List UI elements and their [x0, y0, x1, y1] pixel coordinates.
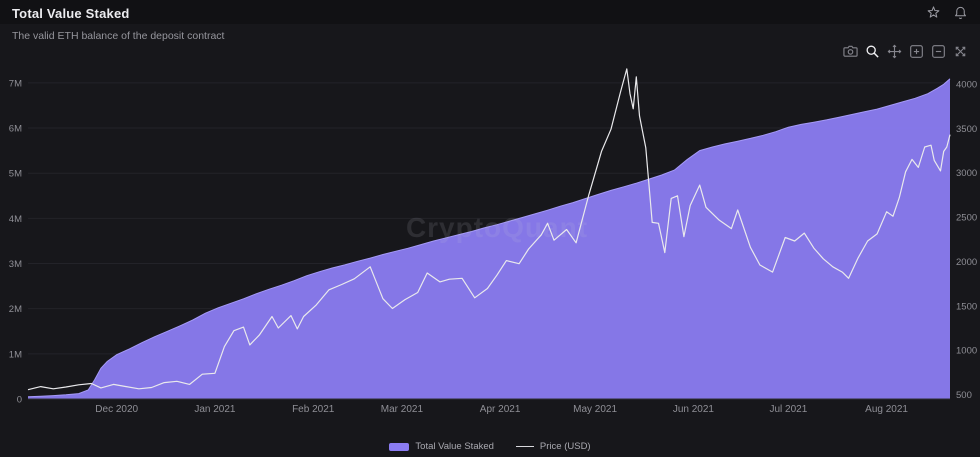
y-left-tick-label: 7M [9, 78, 22, 89]
zoom-out-icon[interactable] [931, 44, 946, 59]
x-tick-label: Apr 2021 [480, 404, 521, 415]
y-left-tick-label: 4M [9, 214, 22, 225]
bell-icon[interactable] [953, 5, 968, 20]
area-edge-line [27, 78, 951, 398]
y-right-tick-label: 1000 [956, 346, 977, 357]
legend-label-price-usd: Price (USD) [539, 441, 591, 452]
y-right-tick-label: 3500 [956, 124, 977, 135]
legend-label-total-value-staked: Total Value Staked [415, 441, 494, 452]
autoscale-icon[interactable] [953, 44, 968, 59]
page-subtitle: The valid ETH balance of the deposit con… [12, 30, 225, 42]
star-icon[interactable] [926, 5, 941, 20]
y-left-tick-label: 6M [9, 124, 22, 135]
header-bar [0, 0, 980, 24]
x-tick-label: Jan 2021 [194, 404, 236, 415]
x-tick-label: Jul 2021 [769, 404, 807, 415]
x-tick-label: Dec 2020 [95, 404, 138, 415]
chart-legend: Total Value Staked Price (USD) [0, 441, 980, 452]
zoom-in-icon[interactable] [909, 44, 924, 59]
y-left-tick-label: 2M [9, 304, 22, 315]
y-right-tick-label: 2500 [956, 213, 977, 224]
area-total-value-staked [28, 78, 950, 400]
pan-icon[interactable] [887, 44, 902, 59]
y-right-tick-label: 3000 [956, 168, 977, 179]
area-series-layer [27, 78, 951, 400]
y-right-tick-label: 2000 [956, 257, 977, 268]
header-actions [926, 5, 968, 20]
zoom-icon[interactable] [865, 44, 880, 59]
y-left-tick-label: 1M [9, 349, 22, 360]
y-left-tick-label: 3M [9, 259, 22, 270]
x-tick-label: Aug 2021 [865, 404, 908, 415]
x-tick-label: Jun 2021 [673, 404, 715, 415]
y-left-tick-label: 5M [9, 169, 22, 180]
axes-layer: 0 1M 2M 3M 4M 5M 6M 7M 500 1000 1500 2000 2500 3000 35… [9, 78, 977, 415]
legend-item-total-value-staked[interactable]: Total Value Staked [389, 441, 494, 452]
watermark-text: CryptoQuant [406, 212, 588, 243]
camera-icon[interactable] [843, 44, 858, 59]
area-swatch-icon [389, 442, 410, 451]
x-tick-label: Mar 2021 [381, 404, 424, 415]
chart-toolbar [843, 44, 968, 59]
x-tick-label: Feb 2021 [292, 404, 335, 415]
legend-item-price-usd[interactable]: Price (USD) [515, 441, 591, 452]
price-line [27, 68, 951, 391]
y-right-tick-label: 1500 [956, 301, 977, 312]
x-tick-label: May 2021 [573, 404, 617, 415]
y-right-tick-label: 500 [956, 390, 972, 401]
y-right-tick-label: 4000 [956, 79, 977, 90]
y-left-tick-label: 0 [17, 395, 22, 406]
page-title: Total Value Staked [12, 6, 130, 21]
price-line-layer [27, 68, 951, 391]
line-swatch-icon [515, 446, 534, 447]
